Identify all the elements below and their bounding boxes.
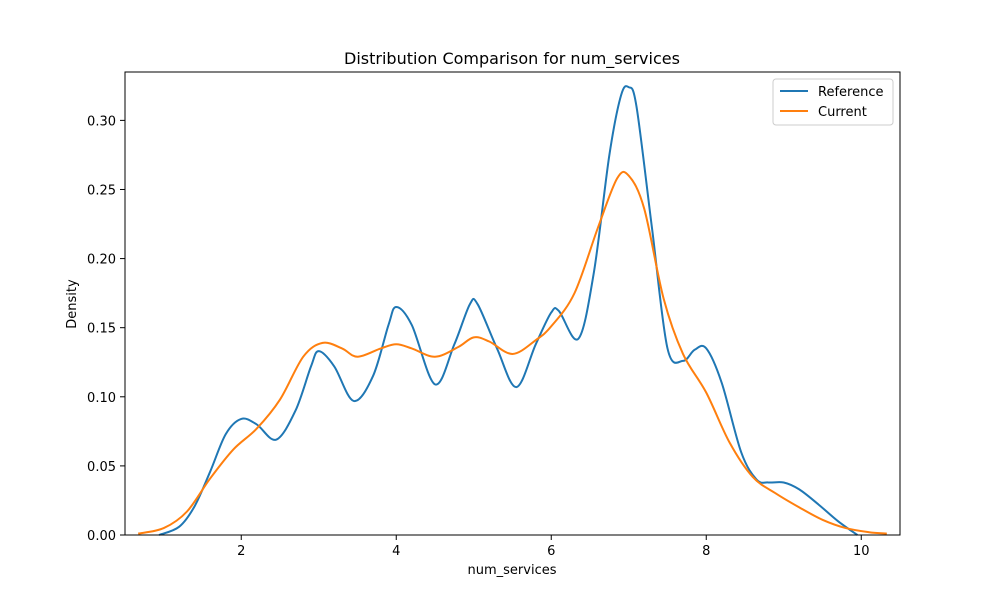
legend-label-current: Current: [818, 105, 867, 120]
legend-label-reference: Reference: [818, 85, 883, 100]
legend: Reference Current: [772, 78, 894, 126]
x-tick-label: 2: [237, 544, 245, 559]
x-tick-label: 4: [392, 544, 400, 559]
y-tick-label: 0.00: [87, 529, 116, 544]
series-line-reference: [158, 85, 858, 536]
y-tick-label: 0.05: [87, 460, 116, 475]
y-axis-ticks: 0.00 0.05 0.10 0.15 0.20 0.25 0.30: [87, 114, 125, 544]
y-tick-label: 0.20: [87, 253, 116, 268]
y-tick-label: 0.10: [87, 391, 116, 406]
x-axis-ticks: 2 4 6 8 10: [237, 535, 870, 559]
x-tick-label: 6: [547, 544, 555, 559]
y-tick-label: 0.30: [87, 114, 116, 129]
plot-lines: [137, 85, 887, 536]
y-tick-label: 0.25: [87, 183, 116, 198]
series-line-current: [137, 170, 887, 535]
x-tick-label: 8: [702, 544, 710, 559]
x-tick-label: 10: [853, 544, 870, 559]
y-tick-label: 0.15: [87, 322, 116, 337]
axes-frame: [124, 71, 901, 536]
chart-title: Distribution Comparison for num_services: [344, 49, 680, 69]
y-axis-label: Density: [65, 279, 80, 329]
x-axis-label: num_services: [468, 563, 557, 578]
